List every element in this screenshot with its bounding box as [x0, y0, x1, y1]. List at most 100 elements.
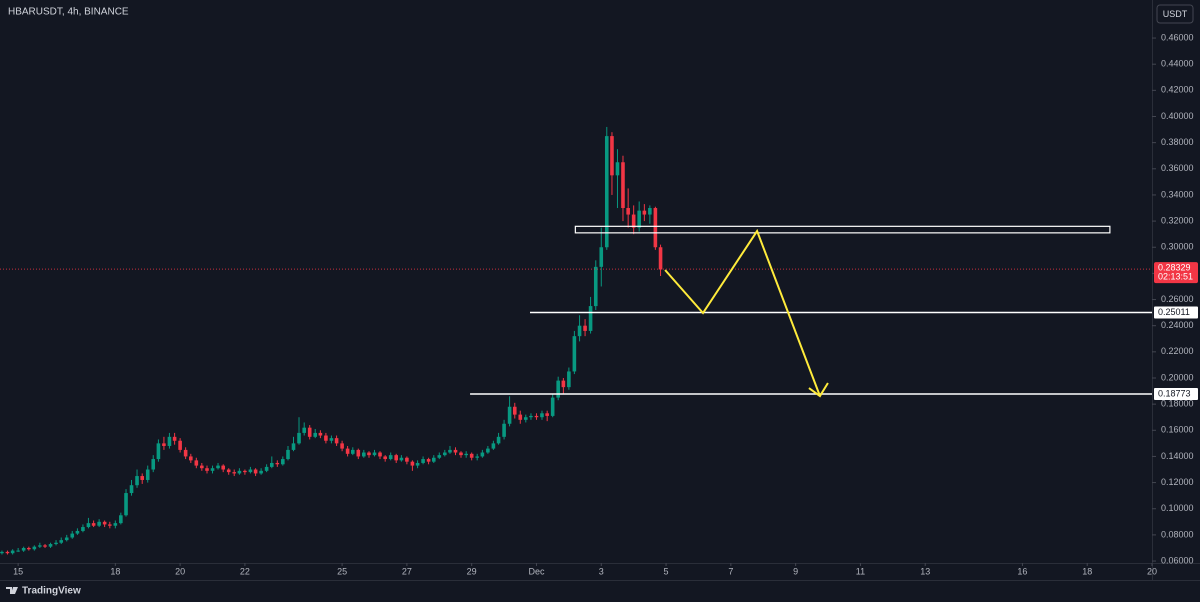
- candle-body: [475, 456, 479, 458]
- candle-body: [21, 547, 26, 551]
- candle-body: [415, 462, 420, 466]
- y-tick-label: 0.34000: [1161, 189, 1194, 199]
- y-tick-label: 0.38000: [1161, 137, 1194, 147]
- candle-body: [275, 462, 280, 465]
- candle-body: [383, 456, 387, 460]
- level-label-box: [1154, 388, 1198, 401]
- x-tick-label: 3: [599, 566, 604, 576]
- candle-body: [642, 210, 647, 215]
- candle-body: [86, 523, 91, 528]
- candle-body: [151, 459, 156, 470]
- candle-body: [216, 465, 220, 469]
- candle-body: [512, 406, 517, 415]
- candle-body: [248, 469, 253, 473]
- candle-body: [48, 544, 53, 547]
- candle-body: [259, 470, 263, 474]
- candle-body: [540, 413, 544, 418]
- projection-path: [664, 228, 821, 397]
- candle-body: [572, 336, 577, 372]
- candle-body: [108, 524, 112, 526]
- candle-body: [232, 472, 237, 474]
- currency-label[interactable]: USDT: [1163, 9, 1188, 19]
- candle-body: [226, 469, 231, 473]
- candle-body: [16, 550, 20, 552]
- y-tick-label: 0.10000: [1161, 503, 1194, 513]
- candle-body: [253, 469, 258, 474]
- x-tick-label: 25: [337, 566, 347, 576]
- candle-body: [350, 449, 355, 454]
- candle-body: [243, 470, 247, 473]
- x-tick-label: 11: [856, 566, 865, 576]
- candle-body: [653, 208, 658, 248]
- candle-body: [550, 397, 555, 416]
- candle-body: [658, 247, 663, 270]
- candle-body: [340, 443, 344, 449]
- y-tick-label: 0.20000: [1161, 372, 1194, 382]
- candle-body: [610, 136, 614, 176]
- countdown-label: 02:13:51: [1158, 271, 1193, 281]
- candle-body: [156, 443, 161, 460]
- candle-body: [307, 427, 312, 437]
- candle-body: [210, 468, 215, 471]
- y-tick-label: 0.30000: [1161, 242, 1194, 252]
- y-tick-label: 0.46000: [1161, 32, 1194, 42]
- candle-body: [453, 449, 458, 453]
- y-tick-label: 0.24000: [1161, 320, 1194, 330]
- candle-body: [529, 415, 533, 418]
- y-tick-label: 0.22000: [1161, 346, 1194, 356]
- candle-body: [459, 452, 463, 456]
- resistance-zone: [574, 225, 1111, 234]
- candle-body: [162, 443, 166, 446]
- candle-body: [5, 551, 10, 554]
- candle-body: [523, 417, 528, 420]
- currency-button[interactable]: [1156, 4, 1194, 24]
- y-tick-label: 0.06000: [1161, 555, 1194, 565]
- candle-body: [189, 456, 193, 461]
- candle-body: [431, 457, 436, 462]
- x-tick-label: 29: [467, 566, 477, 576]
- candle-body: [135, 476, 139, 486]
- candle-body: [281, 459, 285, 465]
- candle-body: [405, 457, 409, 462]
- brand-logo: TradingView: [6, 586, 81, 597]
- candle-body: [577, 325, 582, 337]
- candle-body: [172, 436, 177, 441]
- x-tick-label: 20: [1147, 566, 1157, 576]
- candle-body: [593, 266, 598, 307]
- x-tick-label: 13: [920, 566, 930, 576]
- candle-body: [75, 530, 80, 534]
- x-tick-label: 16: [1017, 566, 1027, 576]
- candle-body: [356, 449, 361, 457]
- x-tick-label: Dec: [528, 566, 545, 576]
- candle-body: [583, 325, 587, 331]
- candle-body: [102, 521, 107, 525]
- candle-body: [113, 523, 118, 526]
- candle-body: [124, 493, 128, 516]
- symbol-title: HBARUSDT, 4h, BINANCE: [8, 7, 129, 18]
- candle-body: [81, 527, 85, 531]
- candle-body: [399, 457, 404, 461]
- x-tick-label: 20: [175, 566, 185, 576]
- candle-body: [388, 455, 393, 460]
- candle-body: [32, 546, 37, 550]
- candle-body: [0, 551, 4, 554]
- candle-body: [534, 415, 539, 418]
- candle-body: [437, 455, 442, 458]
- candle-body: [97, 521, 101, 526]
- x-tick-label: 18: [110, 566, 120, 576]
- candle-body: [367, 452, 371, 456]
- candle-body: [183, 449, 188, 457]
- x-tick-label: 5: [664, 566, 669, 576]
- candle-body: [410, 461, 415, 466]
- candle-body: [421, 459, 425, 463]
- y-tick-label: 0.26000: [1161, 294, 1194, 304]
- candle-body: [556, 380, 560, 398]
- candle-body: [178, 440, 182, 450]
- candles: [0, 126, 663, 555]
- brand-name: TradingView: [22, 586, 81, 597]
- projection-arrowhead: [808, 382, 829, 398]
- candle-body: [518, 414, 523, 420]
- x-tick-label: 18: [1082, 566, 1092, 576]
- candle-body: [502, 423, 506, 437]
